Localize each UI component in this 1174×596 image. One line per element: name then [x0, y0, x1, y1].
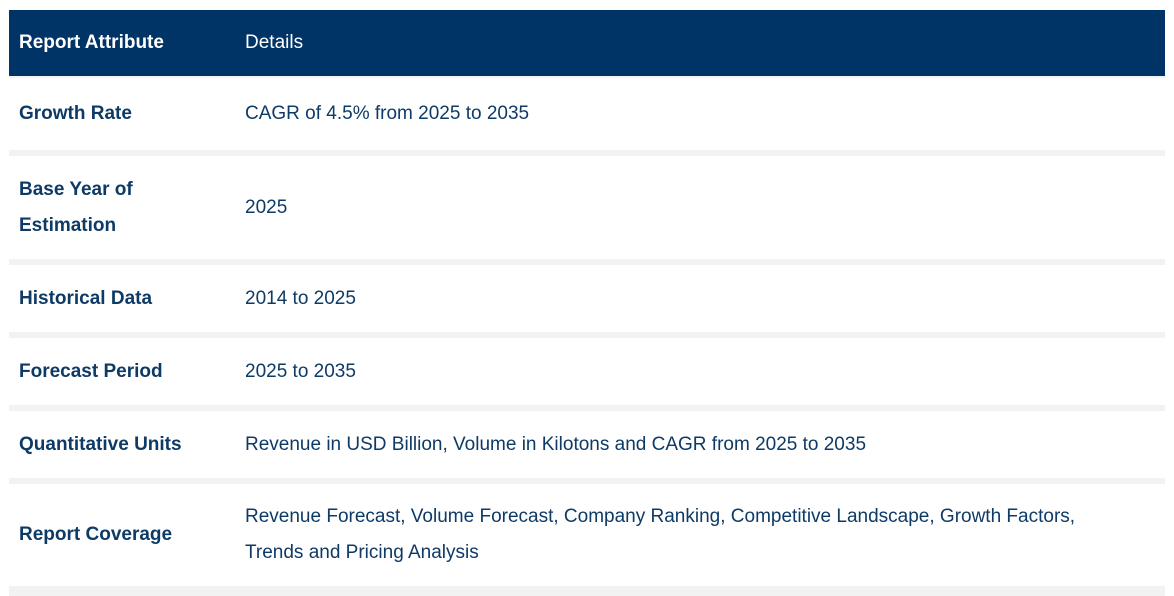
row-details-cell: Revenue in USD Billion, Volume in Kiloto… — [245, 433, 867, 455]
row-details-cell: CAGR of 4.5% from 2025 to 2035 — [245, 103, 530, 124]
report-attribute-table: Report Attribute Details Growth Rate CAG… — [9, 10, 1165, 596]
table-row: Base Year of Estimation 2025 — [9, 156, 1165, 259]
row-details-cell: Revenue Forecast, Volume Forecast, Compa… — [245, 506, 1076, 563]
row-details-cell: 2025 to 2035 — [245, 360, 356, 382]
row-attribute-cell: Historical Data — [19, 287, 153, 309]
table-row: Forecast Period 2025 to 2035 — [9, 338, 1165, 405]
table-row: Historical Data 2014 to 2025 — [9, 265, 1165, 332]
row-attribute-cell: Base Year of Estimation — [19, 178, 133, 236]
row-attribute-cell: Growth Rate — [19, 103, 132, 124]
row-details-cell: 2025 — [245, 196, 288, 218]
table-row: Quantitative Units Revenue in USD Billio… — [9, 411, 1165, 478]
table-row: Growth Rate CAGR of 4.5% from 2025 to 20… — [9, 78, 1165, 150]
header-attribute-cell: Report Attribute — [19, 32, 164, 53]
row-attribute-cell: Quantitative Units — [19, 433, 182, 455]
row-attribute-cell: Forecast Period — [19, 360, 163, 382]
table-row: Report Coverage Revenue Forecast, Volume… — [9, 484, 1165, 586]
row-attribute-cell: Report Coverage — [19, 524, 173, 545]
table-header-row: Report Attribute Details — [9, 10, 1165, 76]
header-details-cell: Details — [245, 32, 304, 53]
row-details-cell: 2014 to 2025 — [245, 287, 356, 309]
